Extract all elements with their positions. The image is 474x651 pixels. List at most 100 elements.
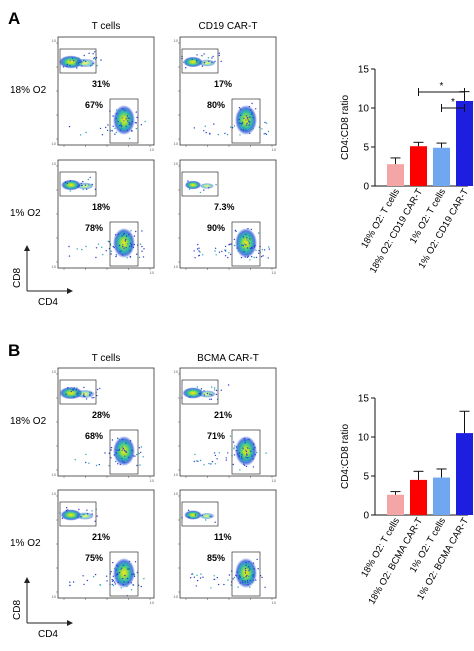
event-dot: [233, 125, 236, 127]
event-dot: [111, 130, 114, 132]
event-dot: [130, 249, 132, 251]
event-dot: [197, 460, 199, 462]
event-dot: [102, 253, 104, 256]
event-dot: [78, 392, 81, 394]
event-dot: [249, 247, 252, 250]
y-tick-label: 5: [363, 143, 369, 154]
event-dot: [208, 187, 210, 189]
event-dot: [239, 576, 242, 578]
cd4-density: [235, 228, 257, 258]
event-dot: [127, 117, 129, 119]
event-dot: [229, 435, 232, 437]
event-dot: [94, 573, 97, 576]
event-dot: [91, 183, 94, 186]
event-dot: [224, 249, 226, 251]
event-dot: [129, 450, 131, 452]
flow-plot: 10 10 10 21% 71%: [174, 367, 277, 483]
significance-marker: *: [451, 97, 455, 108]
event-dot: [235, 575, 238, 577]
event-dot: [142, 456, 144, 458]
event-dot: [133, 573, 135, 575]
event-dot: [242, 237, 245, 239]
event-dot: [141, 245, 143, 248]
plot-frame: [57, 489, 155, 599]
event-dot: [213, 62, 215, 64]
cd8-percent: 31%: [92, 79, 110, 89]
event-dot: [218, 452, 220, 454]
event-dot: [196, 574, 198, 576]
event-dot: [251, 112, 253, 114]
event-dot: [203, 189, 205, 191]
event-dot: [198, 250, 200, 252]
event-dot: [249, 259, 251, 261]
event-dot: [93, 57, 96, 59]
cd4-percent: 80%: [207, 100, 225, 110]
event-dot: [208, 462, 210, 465]
event-dot: [238, 577, 240, 579]
event-dot: [86, 579, 89, 582]
event-dot: [239, 582, 241, 584]
flow-plot: 10 10 10 7.3% 90%: [174, 159, 277, 275]
event-dot: [250, 228, 252, 231]
event-dot: [105, 250, 108, 252]
event-dot: [214, 521, 216, 523]
event-dot: [242, 448, 244, 450]
event-dot: [223, 583, 225, 586]
event-dot: [128, 251, 130, 253]
event-dot: [86, 509, 88, 511]
event-dot: [248, 238, 251, 240]
event-dot: [217, 133, 220, 136]
event-dot: [118, 244, 121, 247]
event-dot: [121, 446, 124, 448]
event-dot: [66, 63, 69, 66]
event-dot: [117, 437, 119, 439]
event-dot: [124, 129, 127, 131]
plot-frame: [179, 159, 277, 269]
event-dot: [117, 580, 119, 582]
event-dot: [248, 240, 250, 242]
event-dot: [122, 581, 124, 584]
flow-plot: 10 10 10 18% 78%: [52, 159, 155, 275]
event-dot: [114, 133, 116, 135]
cd4-density: [113, 105, 135, 135]
event-dot: [125, 442, 127, 444]
event-dot: [112, 125, 114, 128]
event-dot: [245, 124, 248, 126]
cd8-percent: 7.3%: [214, 202, 235, 212]
event-dot: [121, 254, 124, 256]
event-dot: [190, 577, 192, 579]
event-dot: [236, 571, 238, 573]
event-dot: [132, 584, 135, 586]
event-dot: [264, 586, 266, 588]
event-dot: [251, 102, 253, 105]
event-dot: [215, 393, 218, 396]
event-dot: [188, 516, 190, 518]
event-dot: [88, 184, 90, 186]
event-dot: [229, 243, 231, 245]
event-dot: [119, 124, 121, 127]
event-dot: [121, 125, 123, 128]
cd4-density: [113, 436, 135, 466]
event-dot: [123, 232, 125, 235]
event-dot: [245, 115, 247, 117]
event-dot: [121, 231, 124, 233]
event-dot: [115, 117, 117, 120]
event-dot: [144, 120, 146, 123]
event-dot: [104, 452, 106, 454]
event-dot: [135, 122, 138, 124]
event-dot: [134, 561, 137, 563]
event-dot: [187, 180, 189, 182]
event-dot: [88, 391, 91, 394]
event-dot: [263, 249, 266, 251]
event-dot: [227, 256, 229, 259]
event-dot: [203, 394, 205, 396]
event-dot: [120, 124, 122, 126]
flow-plot: 10 10 10 28% 68%: [52, 367, 155, 483]
event-dot: [238, 455, 240, 458]
event-dot: [120, 587, 123, 589]
event-dot: [87, 178, 90, 181]
event-dot: [230, 584, 232, 586]
event-dot: [212, 55, 214, 58]
